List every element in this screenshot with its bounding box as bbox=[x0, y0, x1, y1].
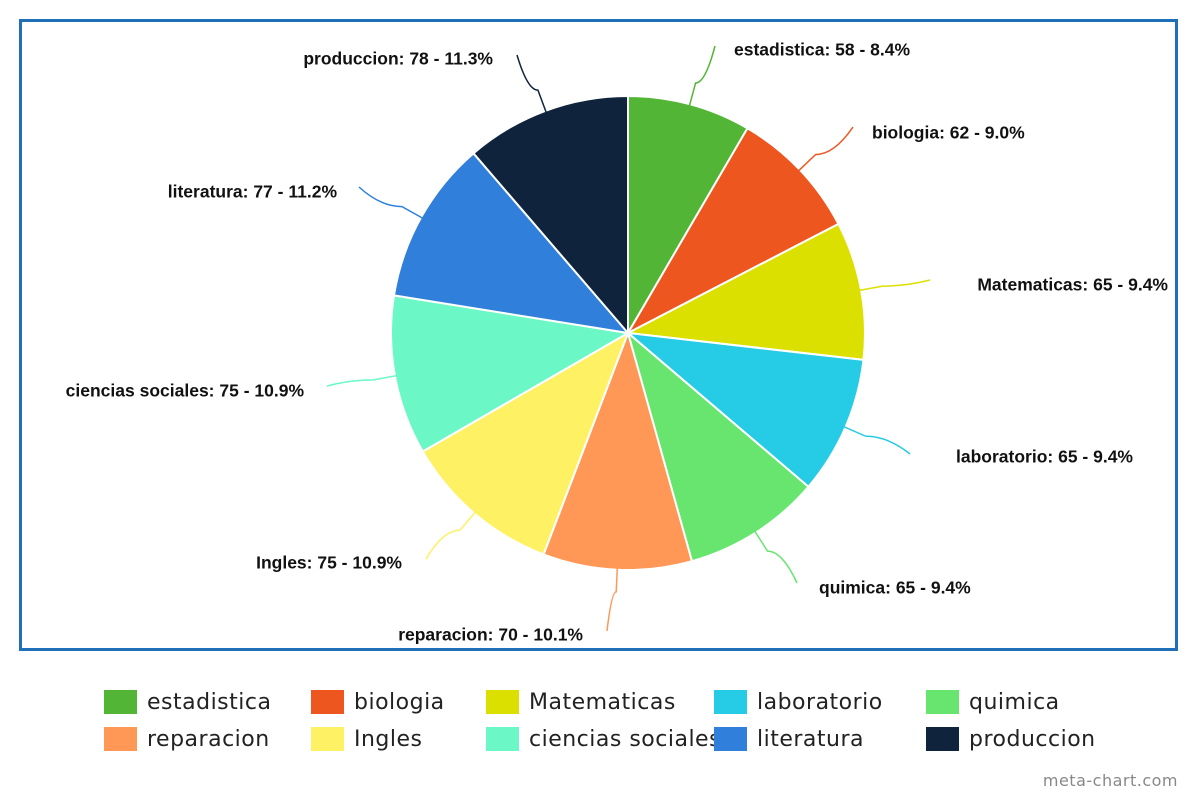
watermark: meta-chart.com bbox=[1042, 771, 1178, 790]
slice-label: literatura: 77 - 11.2% bbox=[168, 182, 338, 202]
legend-label: produccion bbox=[969, 726, 1096, 752]
slice-label: laboratorio: 65 - 9.4% bbox=[956, 447, 1133, 467]
legend-label: reparacion bbox=[147, 726, 270, 752]
slice-label: Matematicas: 65 - 9.4% bbox=[977, 275, 1168, 295]
pie-chart: estadistica: 58 - 8.4% biologia: 62 - 9.0… bbox=[66, 40, 1169, 645]
legend-item[interactable]: Matematicas bbox=[486, 688, 714, 716]
connector-line bbox=[750, 525, 798, 584]
legend-swatch bbox=[714, 690, 747, 714]
connector-line bbox=[606, 561, 619, 632]
legend-item[interactable]: quimica bbox=[926, 688, 1126, 716]
legend-item[interactable]: literatura bbox=[714, 725, 926, 753]
legend-label: biologia bbox=[354, 689, 445, 715]
connector-line bbox=[425, 506, 481, 560]
legend-label: literatura bbox=[757, 726, 865, 752]
legend-swatch bbox=[486, 727, 519, 751]
legend-label: Matematicas bbox=[529, 689, 676, 715]
legend-swatch bbox=[104, 727, 137, 751]
legend-label: laboratorio bbox=[757, 689, 883, 715]
legend-label: ciencias sociales bbox=[529, 726, 722, 752]
legend-swatch bbox=[311, 727, 344, 751]
slice-label: reparacion: 70 - 10.1% bbox=[398, 625, 583, 645]
legend-swatch bbox=[714, 727, 747, 751]
legend-item[interactable]: Ingles bbox=[311, 725, 486, 753]
slice-label: biologia: 62 - 9.0% bbox=[872, 123, 1025, 143]
legend-item[interactable]: produccion bbox=[926, 725, 1126, 753]
legend-swatch bbox=[311, 690, 344, 714]
legend-swatch bbox=[926, 727, 959, 751]
legend-item[interactable]: reparacion bbox=[104, 725, 311, 753]
slice-label: estadistica: 58 - 8.4% bbox=[734, 40, 910, 60]
legend-label: Ingles bbox=[354, 726, 423, 752]
connector-line bbox=[326, 373, 403, 387]
legend-item[interactable]: laboratorio bbox=[714, 688, 926, 716]
legend: estadistica biologia Matematicas laboratori… bbox=[104, 688, 1154, 753]
slice-label: produccion: 78 - 11.3% bbox=[303, 49, 493, 69]
connector-line bbox=[793, 126, 854, 176]
legend-item[interactable]: ciencias sociales bbox=[486, 725, 721, 753]
slice-label: ciencias sociales: 75 - 10.9% bbox=[66, 381, 305, 401]
legend-item[interactable]: estadistica bbox=[104, 688, 311, 716]
chart-frame: estadistica: 58 - 8.4% biologia: 62 - 9.0… bbox=[19, 19, 1178, 651]
legend-swatch bbox=[926, 690, 959, 714]
legend-item[interactable]: biologia bbox=[311, 688, 486, 716]
connector-line bbox=[516, 54, 550, 119]
legend-label: quimica bbox=[969, 689, 1060, 715]
slice-label: quimica: 65 - 9.4% bbox=[819, 578, 971, 598]
connector-line bbox=[837, 423, 911, 455]
slice-label: Ingles: 75 - 10.9% bbox=[256, 553, 402, 573]
connector-line bbox=[853, 279, 931, 293]
legend-swatch bbox=[486, 690, 519, 714]
connector-line bbox=[358, 186, 429, 222]
connector-line bbox=[687, 45, 716, 113]
legend-label: estadistica bbox=[147, 689, 272, 715]
legend-swatch bbox=[104, 690, 137, 714]
